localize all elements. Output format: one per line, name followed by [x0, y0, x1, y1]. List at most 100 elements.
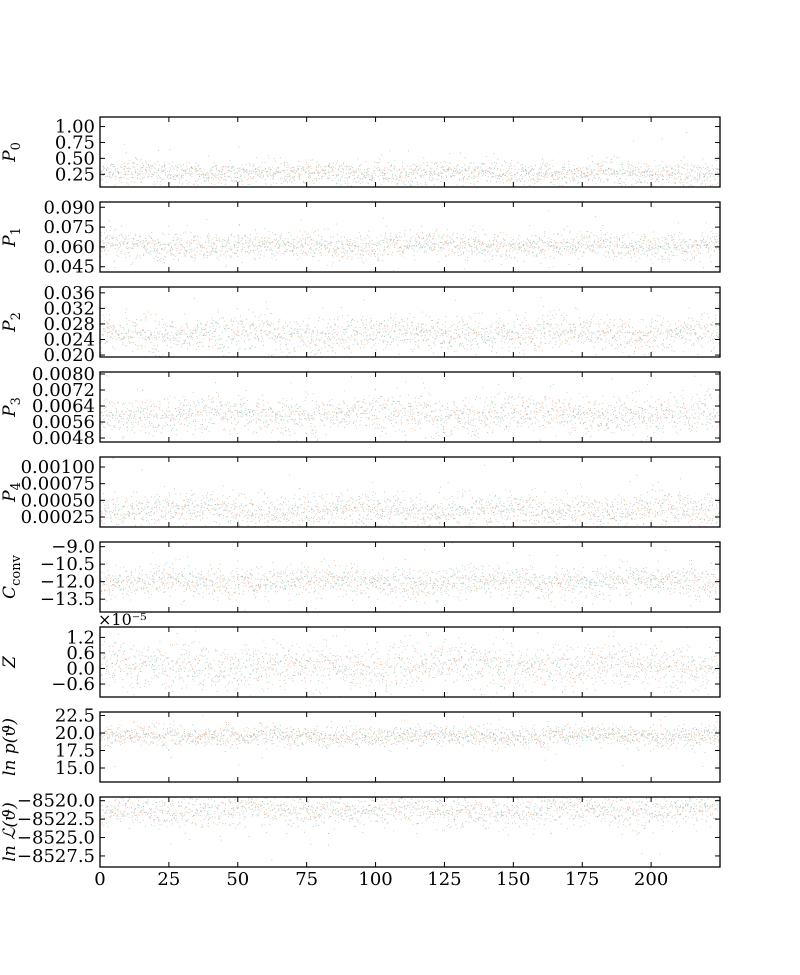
data-point	[544, 250, 546, 252]
data-point	[151, 231, 153, 233]
data-point	[402, 252, 404, 254]
data-point	[309, 236, 311, 238]
data-point	[151, 338, 153, 340]
data-point	[111, 338, 113, 339]
data-point	[286, 332, 288, 334]
data-point	[415, 241, 417, 242]
data-point	[373, 171, 375, 172]
data-point	[680, 252, 682, 254]
data-point	[526, 244, 528, 246]
data-point	[415, 171, 417, 173]
data-point	[658, 239, 660, 241]
data-point	[101, 334, 103, 335]
data-point	[572, 172, 574, 174]
data-point	[481, 169, 483, 171]
data-point	[497, 236, 499, 238]
data-point	[443, 170, 445, 172]
data-point	[226, 244, 227, 246]
data-point	[289, 351, 291, 353]
data-point	[293, 171, 294, 173]
data-point	[679, 239, 681, 241]
data-point	[624, 170, 626, 172]
data-point	[307, 166, 309, 168]
data-point	[486, 244, 488, 246]
data-point	[459, 248, 461, 250]
data-point	[133, 342, 135, 343]
data-point	[432, 238, 434, 240]
data-point	[597, 173, 599, 175]
data-point	[588, 167, 590, 169]
data-point	[374, 256, 376, 257]
data-point	[128, 330, 130, 332]
data-point	[247, 335, 248, 337]
data-point	[587, 180, 589, 181]
data-point	[463, 180, 465, 182]
data-point	[164, 335, 165, 337]
data-point	[255, 173, 257, 175]
data-point	[699, 173, 700, 175]
data-point	[208, 233, 209, 235]
data-point	[349, 250, 351, 252]
data-point	[117, 167, 119, 169]
data-point	[266, 320, 268, 322]
data-point	[542, 241, 544, 243]
data-point	[225, 179, 227, 181]
data-point	[383, 349, 385, 351]
data-point	[122, 338, 123, 340]
data-point	[390, 238, 392, 240]
data-point	[514, 258, 516, 259]
data-point	[485, 169, 487, 171]
data-point	[332, 254, 334, 256]
data-point	[705, 240, 707, 242]
data-point	[456, 169, 458, 171]
data-point	[695, 239, 697, 241]
data-point	[125, 333, 127, 335]
data-point	[335, 250, 337, 252]
data-point	[120, 172, 122, 174]
data-point	[236, 334, 238, 336]
data-point	[369, 334, 371, 336]
data-point	[288, 334, 290, 336]
data-point	[473, 162, 475, 164]
data-point	[394, 159, 396, 161]
data-point	[698, 252, 700, 254]
data-point	[352, 343, 354, 345]
data-point	[415, 165, 417, 167]
data-point	[691, 175, 693, 177]
data-point	[698, 166, 700, 168]
data-point	[564, 229, 565, 231]
data-point	[675, 169, 677, 171]
data-point	[248, 252, 250, 254]
data-point	[543, 242, 545, 244]
data-point	[187, 348, 188, 349]
data-point	[593, 248, 595, 250]
data-point	[422, 175, 424, 177]
data-point	[114, 267, 116, 268]
data-point	[716, 233, 718, 235]
data-point	[703, 174, 705, 175]
data-point	[450, 237, 452, 239]
data-point	[102, 314, 104, 316]
data-point	[541, 175, 543, 177]
data-point	[290, 170, 292, 172]
data-point	[346, 180, 348, 182]
data-point	[497, 251, 498, 253]
data-point	[121, 338, 123, 340]
data-point	[446, 168, 448, 170]
data-point	[210, 253, 212, 255]
data-point	[151, 166, 153, 168]
data-point	[247, 178, 249, 180]
data-point	[158, 242, 159, 244]
data-point	[382, 255, 384, 256]
data-point	[239, 347, 241, 349]
data-point	[541, 172, 543, 174]
data-point	[375, 338, 377, 339]
data-point	[335, 164, 337, 166]
data-point	[494, 248, 496, 250]
data-point	[380, 175, 381, 176]
data-point	[302, 238, 304, 240]
data-point	[576, 175, 578, 177]
data-point	[144, 238, 146, 239]
data-point	[128, 238, 130, 240]
data-point	[575, 236, 577, 238]
